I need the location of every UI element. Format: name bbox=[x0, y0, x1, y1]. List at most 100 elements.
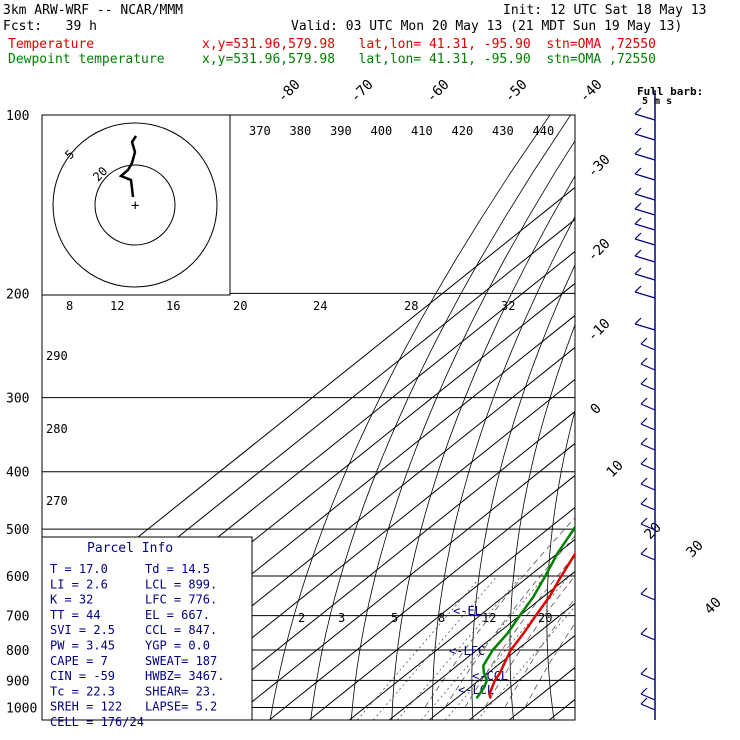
hodograph-speed-label: 28 bbox=[404, 299, 418, 313]
dry-adiabat bbox=[269, 115, 551, 720]
valid-time: Valid: 03 UTC Mon 20 May 13 (21 MDT Sun … bbox=[291, 19, 683, 34]
dry-adiabat bbox=[546, 409, 575, 720]
plot-frame bbox=[41, 114, 576, 721]
wind-barb bbox=[640, 357, 656, 371]
wind-barb bbox=[640, 437, 656, 451]
hodograph-ring-inner bbox=[94, 164, 176, 246]
mixing-ratio-label: 20 bbox=[538, 611, 552, 625]
mixing-ratio-label: 8 bbox=[438, 611, 445, 625]
dewpoint-profile bbox=[475, 524, 575, 700]
wind-legend-value: 5 m s bbox=[642, 96, 672, 107]
wind-barb bbox=[640, 497, 656, 511]
pressure-label: 500 bbox=[6, 523, 29, 538]
parcel-row-left: TT = 44 bbox=[50, 608, 101, 622]
wind-barb bbox=[640, 627, 656, 641]
temperature-profile bbox=[488, 551, 575, 699]
level-marker: <-LFC bbox=[449, 644, 485, 658]
temperature-tick-label: 20 bbox=[642, 520, 665, 543]
isotherm-line bbox=[188, 410, 575, 720]
parcel-row-left: T = 17.0 bbox=[50, 562, 108, 576]
pressure-label: 700 bbox=[6, 610, 29, 625]
theta-label: 290 bbox=[46, 349, 68, 363]
parcel-row-right: Td = 14.5 bbox=[145, 562, 210, 576]
pressure-label: 300 bbox=[6, 392, 29, 407]
wind-barb bbox=[640, 547, 656, 561]
wind-barb bbox=[634, 167, 656, 181]
moist-adiabat bbox=[524, 622, 575, 708]
parcel-row-left: CIN = -59 bbox=[50, 669, 115, 683]
pressure-label: 800 bbox=[6, 644, 29, 659]
dry-adiabat bbox=[350, 140, 575, 720]
wind-barb bbox=[640, 517, 656, 531]
mixing-ratio-label: 12 bbox=[482, 611, 496, 625]
hodograph-box bbox=[41, 114, 231, 296]
wind-barb bbox=[634, 232, 656, 246]
parcel-row-left: SVI = 2.5 bbox=[50, 623, 115, 637]
wind-barb bbox=[640, 477, 656, 491]
dry-adiabat bbox=[617, 115, 736, 720]
mixing-ratio-line bbox=[373, 575, 498, 720]
mixing-ratio-label: 5 bbox=[391, 611, 398, 625]
temperature-tick-label: -50 bbox=[502, 77, 531, 106]
theta-e-label: 400 bbox=[371, 124, 393, 138]
moist-adiabat bbox=[504, 597, 575, 708]
parcel-info-title: Parcel Info bbox=[87, 541, 173, 556]
hodograph-speed-label: 24 bbox=[313, 299, 327, 313]
pressure-label: 400 bbox=[6, 466, 29, 481]
dewpoint-legend: Dewpoint temperature bbox=[8, 52, 165, 67]
mixing-ratio-label: 3 bbox=[338, 611, 345, 625]
wind-barb bbox=[640, 377, 656, 391]
temperature-tick-label: -20 bbox=[585, 236, 614, 265]
hodograph-speed-label: 12 bbox=[110, 299, 124, 313]
parcel-row-left: K = 32 bbox=[50, 593, 93, 607]
hodograph-speed-label: 16 bbox=[166, 299, 180, 313]
pressure-label: 900 bbox=[6, 674, 29, 689]
temperature-tick-label: 10 bbox=[604, 458, 627, 481]
parcel-row-left: CELL = 176/24 bbox=[50, 715, 144, 729]
theta-e-label: 430 bbox=[492, 124, 514, 138]
isotherm-line bbox=[42, 186, 575, 615]
isotherm-line bbox=[308, 506, 575, 720]
pressure-label: 1000 bbox=[6, 701, 37, 716]
mixing-ratio-line bbox=[397, 575, 522, 720]
isotherm-line bbox=[548, 698, 575, 720]
wind-barb bbox=[634, 127, 656, 141]
dry-adiabat bbox=[471, 263, 575, 720]
parcel-row-right: HWBZ= 3467. bbox=[145, 669, 224, 683]
dry-adiabat bbox=[583, 115, 716, 720]
isotherm-line bbox=[428, 602, 575, 720]
temperature-tick-label: -40 bbox=[577, 77, 606, 106]
level-marker: <-CCL bbox=[472, 669, 508, 683]
parcel-row-right: YGP = 0.0 bbox=[145, 639, 210, 653]
parcel-row-right: LCL = 899. bbox=[145, 577, 217, 591]
level-marker: <-EL bbox=[453, 604, 482, 618]
mixing-ratio-line bbox=[477, 605, 575, 720]
wind-barb bbox=[640, 687, 656, 701]
wind-legend-title: Full barb: bbox=[637, 85, 703, 98]
isotherm-line bbox=[228, 442, 575, 720]
temperature-tick-label: -60 bbox=[424, 77, 453, 106]
parcel-row-right: LFC = 776. bbox=[145, 593, 217, 607]
wind-barb bbox=[640, 697, 656, 711]
temperature-tick-label: -80 bbox=[275, 77, 304, 106]
moist-adiabat bbox=[444, 535, 575, 708]
dry-adiabat bbox=[310, 115, 571, 720]
isotherm-line bbox=[148, 378, 575, 720]
wind-barb bbox=[640, 667, 656, 681]
moist-adiabat bbox=[484, 575, 575, 708]
wind-barb bbox=[640, 417, 656, 431]
temperature-tick-label: -70 bbox=[348, 77, 377, 106]
wind-barb bbox=[634, 147, 656, 161]
isotherm-line bbox=[268, 474, 575, 720]
theta-e-label: 380 bbox=[290, 124, 312, 138]
mixing-ratio-line bbox=[357, 575, 482, 720]
mixing-ratio-line bbox=[445, 575, 570, 720]
pressure-label: 600 bbox=[6, 570, 29, 585]
pressure-label: 200 bbox=[6, 287, 29, 302]
parcel-row-right: SHEAR= 23. bbox=[145, 684, 217, 698]
theta-e-label: 440 bbox=[533, 124, 555, 138]
wind-barb bbox=[634, 267, 656, 281]
wind-barb bbox=[640, 397, 656, 411]
parcel-row-left: CAPE = 7 bbox=[50, 654, 108, 668]
